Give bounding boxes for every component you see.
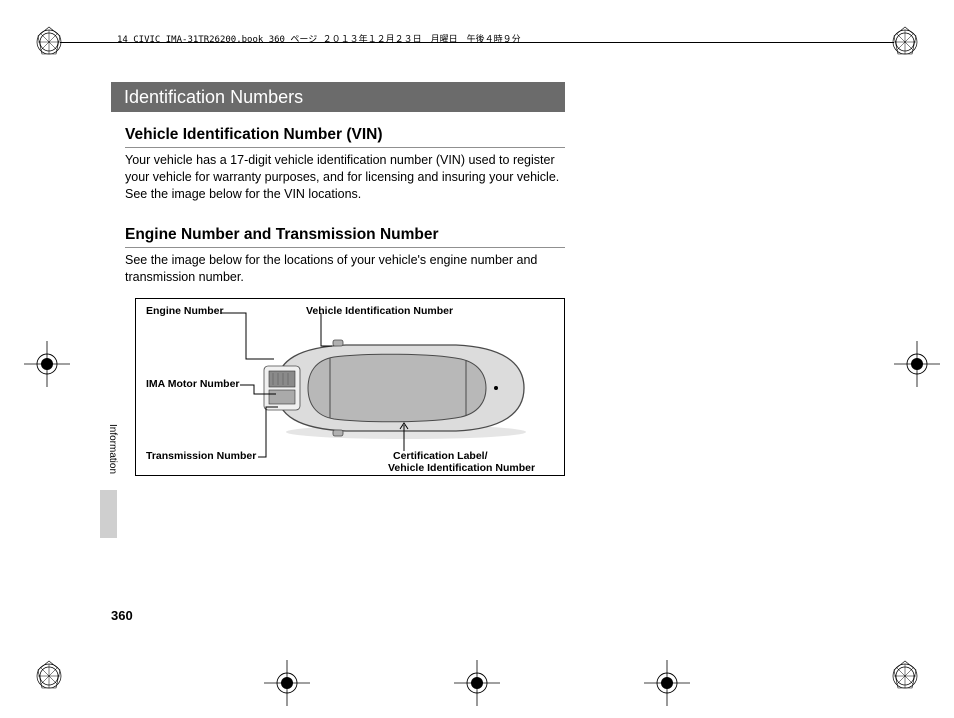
registration-mark-icon [24, 341, 60, 377]
section-heading-engine: Engine Number and Transmission Number [125, 226, 565, 248]
callout-engine-number: Engine Number [146, 305, 224, 317]
page-title-bar: Identification Numbers [111, 82, 565, 112]
crop-mark-icon [32, 659, 66, 693]
registration-mark-icon [894, 341, 930, 377]
callout-cert-label-line2: Vehicle Identification Number [388, 462, 535, 474]
vehicle-diagram: Engine Number Vehicle Identification Num… [135, 298, 565, 476]
callout-vin-top: Vehicle Identification Number [306, 305, 453, 317]
crop-mark-icon [888, 25, 922, 59]
side-tab [100, 490, 117, 538]
section-body-engine: See the image below for the locations of… [125, 252, 570, 286]
registration-mark-icon [454, 660, 490, 696]
callout-ima-number: IMA Motor Number [146, 378, 240, 390]
crop-mark-icon [32, 25, 66, 59]
callout-cert-label-line1: Certification Label/ [393, 450, 488, 462]
callout-transmission-number: Transmission Number [146, 450, 256, 462]
header-filename: 14 CIVIC IMA-31TR26200.book 360 ページ ２０１３… [117, 32, 521, 45]
page-title: Identification Numbers [124, 87, 303, 108]
section-body-vin: Your vehicle has a 17-digit vehicle iden… [125, 152, 570, 203]
side-tab-label: Information [107, 424, 118, 474]
page-number: 360 [111, 608, 133, 623]
section-heading-vin: Vehicle Identification Number (VIN) [125, 126, 565, 148]
registration-mark-icon [644, 660, 680, 696]
registration-mark-icon [264, 660, 300, 696]
crop-mark-icon [888, 659, 922, 693]
